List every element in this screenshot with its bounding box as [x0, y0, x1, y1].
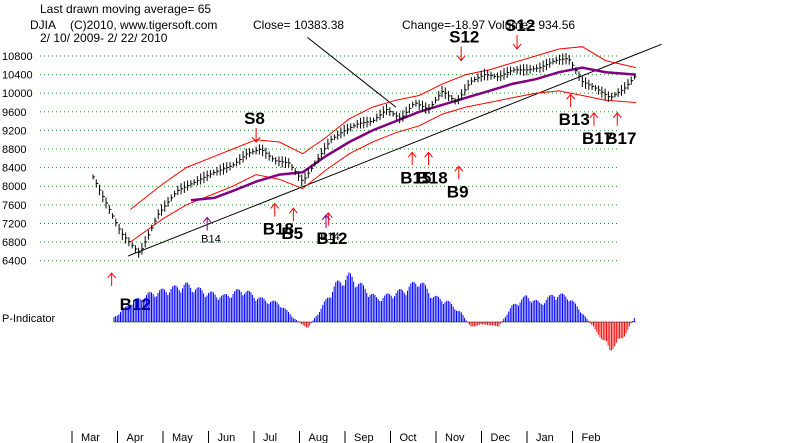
sell-arrow-head — [251, 136, 261, 143]
x-tick-label: Jun — [218, 432, 236, 443]
signal-label: S8 — [244, 109, 265, 128]
y-tick-label: 9600 — [2, 107, 26, 119]
sell-arrow-head — [512, 43, 522, 50]
y-tick-label: 8400 — [2, 163, 26, 175]
signal-label: B14 — [320, 231, 340, 243]
buy-arrow-head — [454, 165, 464, 172]
y-tick-label: 6800 — [2, 237, 26, 249]
date-range-label: 2/ 10/ 2009- 2/ 22/ 2010 — [40, 31, 168, 45]
y-tick-label: 7600 — [2, 200, 26, 212]
x-tick-label: Jul — [263, 432, 277, 443]
y-axis-ticks: 10800 10400 10000 9600 9200 8800 8400 8000 7600 7… — [2, 51, 33, 268]
y-tick-label: 8800 — [2, 144, 26, 156]
signal-label: B14 — [201, 233, 221, 245]
close-readout: Close= 10383.38 — [253, 18, 344, 32]
buy-arrow-head — [424, 151, 433, 158]
signal-label: B18 — [417, 168, 448, 187]
p-indicator-label: P-Indicator — [2, 313, 56, 325]
signal-label: B15 — [400, 168, 431, 187]
buy-arrow-head — [202, 216, 212, 223]
buy-arrow-head — [288, 207, 298, 214]
volume-readout: Volume= 934.56 — [488, 18, 575, 32]
x-tick-label: May — [172, 432, 193, 443]
lower-band-line — [130, 90, 636, 243]
x-tick-label: Nov — [445, 432, 465, 443]
x-tick-label: Dec — [491, 432, 511, 443]
signal-label: B17 — [605, 129, 636, 148]
signal-label: B9 — [447, 182, 469, 201]
x-tick-label: Sep — [354, 432, 374, 443]
buy-arrow-head — [612, 111, 622, 119]
y-tick-label: 10000 — [2, 88, 33, 100]
x-tick-label: Jan — [536, 432, 554, 443]
upper-band-line — [129, 46, 637, 210]
copyright-label: (C)2010, www.tigersoft.com — [70, 18, 217, 32]
x-tick-label: Apr — [127, 432, 144, 443]
y-tick-label: 7200 — [2, 218, 26, 230]
y-tick-label: 9200 — [2, 125, 26, 137]
band-lines — [129, 46, 637, 243]
signal-label: B18 — [263, 219, 294, 238]
y-tick-label: 10800 — [2, 51, 33, 63]
signal-label: S12 — [505, 16, 535, 35]
buy-arrow-head — [407, 151, 417, 158]
ticker-label: DJIA — [30, 18, 56, 32]
x-tick-label: Feb — [582, 432, 601, 443]
buy-arrow-head — [270, 202, 280, 209]
signal-markers: S8S12S12B12B14B18B5B12B14B15B18B9B13B17B… — [107, 16, 636, 314]
x-tick-label: Aug — [309, 432, 329, 443]
trendlines — [127, 36, 662, 257]
signal-label: B12 — [316, 229, 347, 248]
sell-arrow-head — [456, 55, 466, 62]
buy-arrow-head — [566, 93, 576, 100]
trendline — [127, 43, 662, 257]
moving-average-caption: Last drawn moving average= 65 — [40, 2, 211, 16]
price-bars — [92, 52, 637, 258]
signal-label: B17 — [582, 129, 613, 148]
y-tick-label: 8000 — [2, 181, 26, 193]
change-readout: Change=-18.97 — [402, 18, 485, 32]
trendline — [307, 36, 397, 108]
signal-label: B5 — [281, 224, 303, 243]
buy-arrow-head — [589, 111, 599, 119]
p-indicator-histogram — [113, 272, 636, 351]
y-tick-label: 6400 — [2, 256, 26, 268]
buy-arrow-head — [107, 272, 117, 279]
y-tick-label: 10400 — [2, 70, 33, 82]
x-tick-label: Oct — [400, 432, 417, 443]
x-tick-label: Mar — [81, 432, 100, 443]
buy-arrow-head — [321, 214, 331, 221]
grid-lines — [40, 55, 618, 262]
x-axis: Mar Apr May Jun Jul Aug Sep Oct Nov Dec Jan Feb — [71, 431, 601, 443]
signal-label: S12 — [449, 28, 479, 47]
signal-label: B13 — [559, 110, 590, 129]
moving-average-line — [190, 66, 636, 202]
